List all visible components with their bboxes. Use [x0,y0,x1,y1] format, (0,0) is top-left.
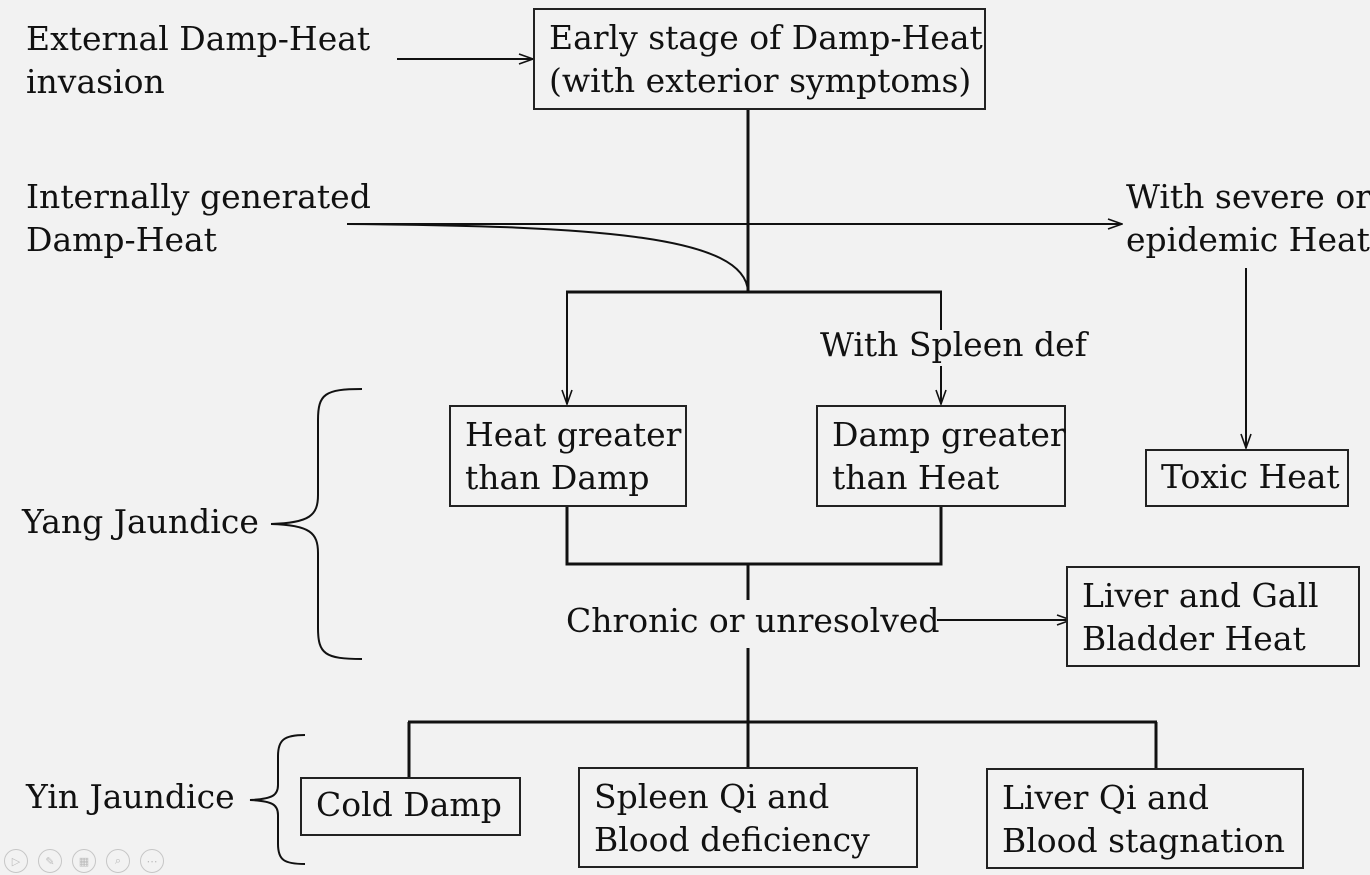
slideshow-toolbar: ▷ ✎ ▦ ⌕ ⋯ [4,849,164,873]
brace-yin [249,734,306,865]
label-line: External Damp-Heat [26,19,371,58]
label-severe-epidemic-heat: With severe or epidemic Heat [1126,175,1370,261]
box-cold-damp: Cold Damp [300,777,521,836]
box-line: Heat greater [465,415,682,454]
label-line: Damp-Heat [26,220,217,259]
box-heat-greater-than-damp: Heat greater than Damp [449,405,687,507]
label-chronic-unresolved: Chronic or unresolved [566,601,940,640]
label-line: epidemic Heat [1126,220,1370,259]
box-line: (with exterior symptoms) [549,61,972,100]
box-line: than Heat [832,458,1000,497]
box-line: Liver and Gall [1082,576,1319,615]
box-spleen-qi-blood-deficiency: Spleen Qi and Blood deficiency [578,767,918,868]
brace-yang [270,388,363,660]
pen-icon[interactable]: ✎ [38,849,62,873]
box-line: Toxic Heat [1161,457,1340,496]
label-line: invasion [26,62,165,101]
box-line: Early stage of Damp-Heat [549,18,983,57]
box-line: than Damp [465,458,650,497]
box-line: Blood stagnation [1002,821,1286,860]
label-line: With severe or [1126,177,1370,216]
box-early-stage: Early stage of Damp-Heat (with exterior … [533,8,986,110]
box-damp-greater-than-heat: Damp greater than Heat [816,405,1066,507]
label-spleen-def: With Spleen def [820,325,1087,364]
box-line: Bladder Heat [1082,619,1306,658]
join-bar-yang [565,507,943,566]
box-liver-qi-blood-stagnation: Liver Qi and Blood stagnation [986,768,1304,869]
box-line: Cold Damp [316,785,502,824]
box-line: Liver Qi and [1002,778,1210,817]
label-line: Internally generated [26,177,371,216]
label-yin-jaundice: Yin Jaundice [26,777,235,816]
more-icon[interactable]: ⋯ [140,849,164,873]
label-yang-jaundice: Yang Jaundice [22,502,259,541]
curve-internal-to-trunk [346,223,749,293]
label-external-damp-heat: External Damp-Heat invasion [26,17,370,103]
box-line: Blood deficiency [594,820,870,859]
label-internal-damp-heat: Internally generated Damp-Heat [26,175,371,261]
play-icon[interactable]: ▷ [4,849,28,873]
box-line: Damp greater [832,415,1066,454]
box-toxic-heat: Toxic Heat [1145,449,1349,507]
box-liver-gall-bladder-heat: Liver and Gall Bladder Heat [1066,566,1360,667]
zoom-icon[interactable]: ⌕ [106,849,130,873]
box-line: Spleen Qi and [594,777,830,816]
slides-icon[interactable]: ▦ [72,849,96,873]
